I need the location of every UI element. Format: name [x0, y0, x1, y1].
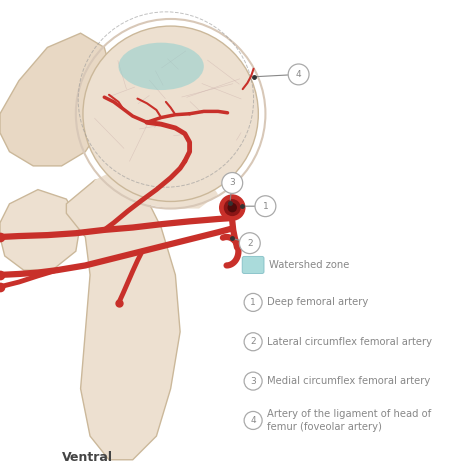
Ellipse shape — [118, 43, 204, 90]
Circle shape — [228, 203, 237, 212]
Circle shape — [244, 372, 262, 390]
Polygon shape — [0, 190, 81, 270]
Polygon shape — [0, 33, 114, 166]
FancyBboxPatch shape — [242, 256, 264, 273]
Text: 4: 4 — [250, 416, 256, 425]
Text: 1: 1 — [250, 298, 256, 307]
Circle shape — [244, 333, 262, 351]
Circle shape — [83, 26, 258, 201]
Text: 2: 2 — [247, 239, 253, 247]
Text: 2: 2 — [250, 337, 256, 346]
Text: 1: 1 — [263, 202, 268, 210]
Polygon shape — [90, 161, 218, 209]
Circle shape — [244, 293, 262, 311]
Circle shape — [239, 233, 260, 254]
Circle shape — [222, 173, 243, 193]
Circle shape — [219, 194, 246, 221]
Circle shape — [244, 411, 262, 429]
Text: Medial circumflex femoral artery: Medial circumflex femoral artery — [267, 376, 430, 386]
Text: Deep femoral artery: Deep femoral artery — [267, 297, 368, 308]
Text: Artery of the ligament of head of
femur (foveolar artery): Artery of the ligament of head of femur … — [267, 409, 431, 432]
Text: 4: 4 — [296, 70, 301, 79]
Polygon shape — [66, 175, 180, 460]
Text: Watershed zone: Watershed zone — [269, 260, 349, 270]
Circle shape — [255, 196, 276, 217]
Circle shape — [224, 199, 241, 216]
Text: 3: 3 — [229, 179, 235, 187]
Text: Lateral circumflex femoral artery: Lateral circumflex femoral artery — [267, 337, 432, 347]
Text: Ventral: Ventral — [62, 451, 113, 464]
Circle shape — [288, 64, 309, 85]
Text: 3: 3 — [250, 377, 256, 385]
